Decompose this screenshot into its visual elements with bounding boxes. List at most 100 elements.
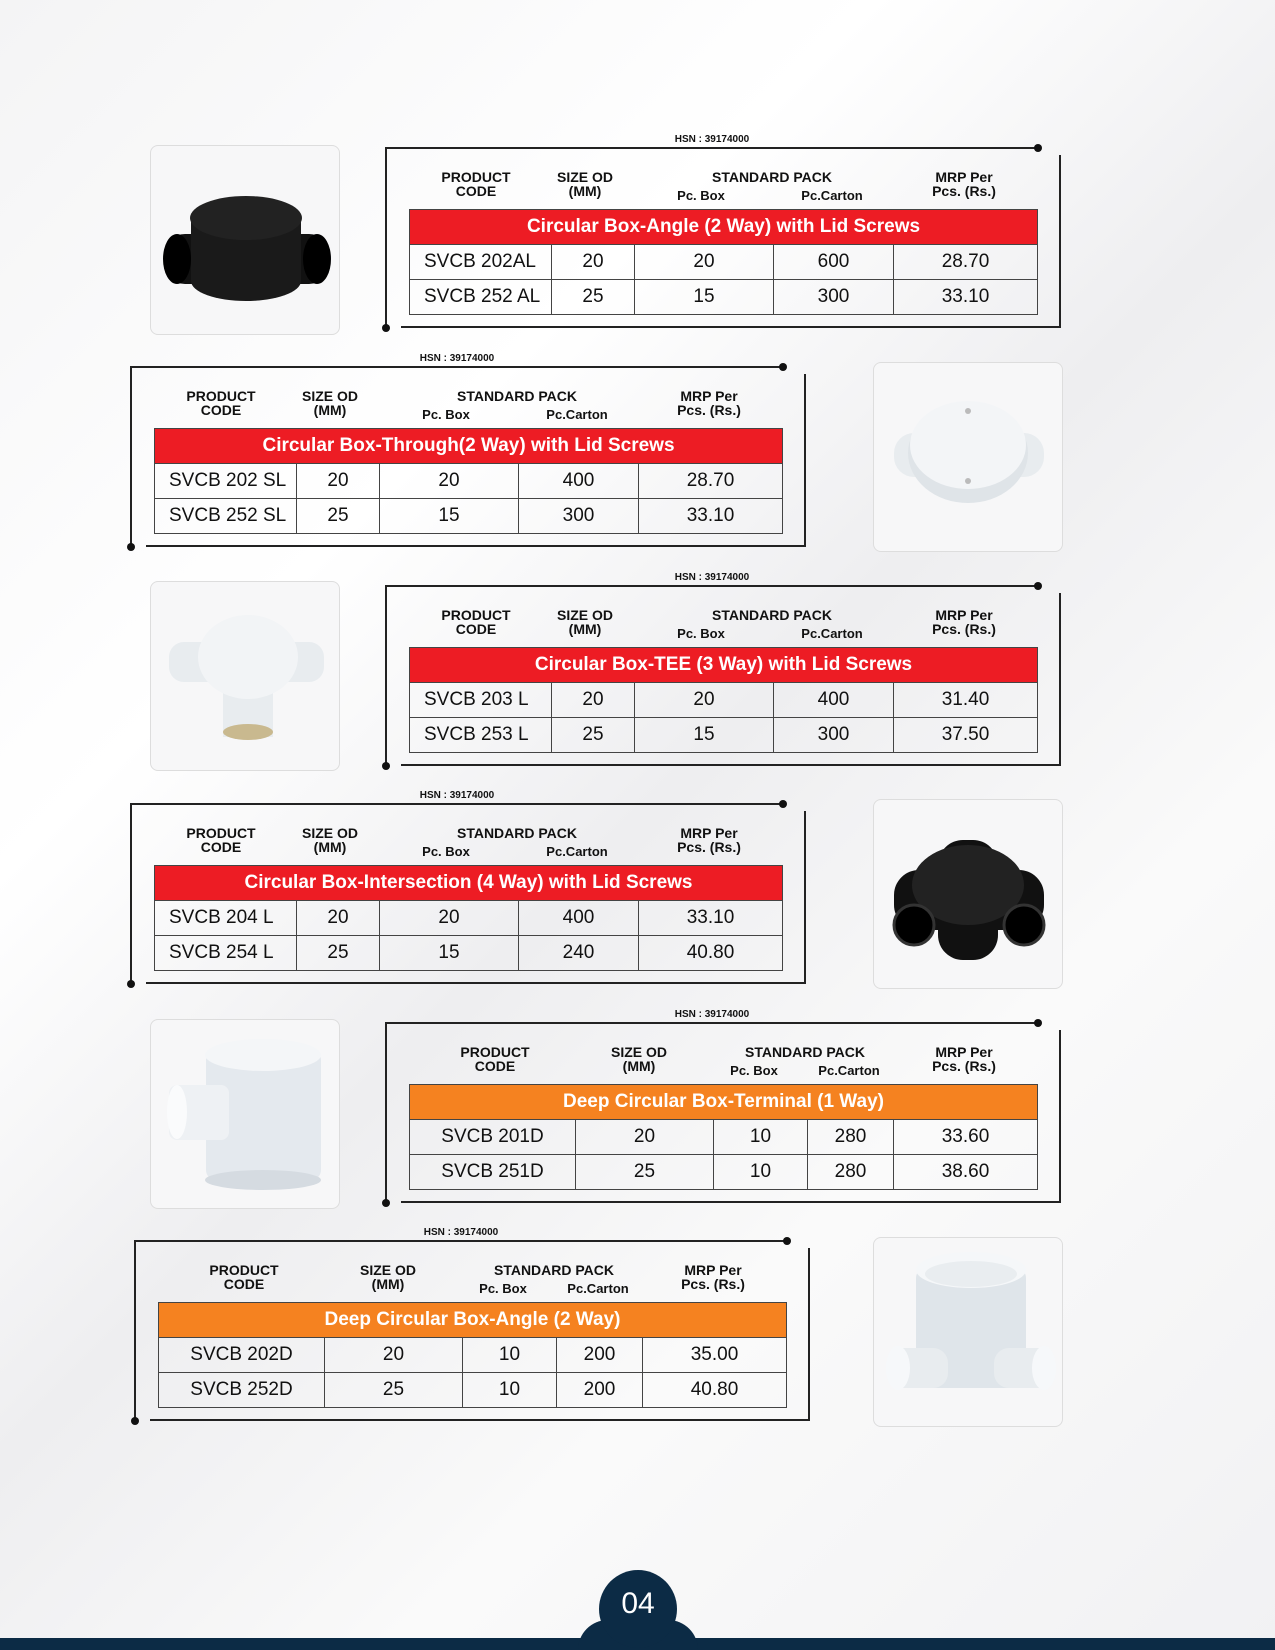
hsn-code: HSN : 39174000 [419,353,495,364]
table-cell: SVCB 252D [190,1379,293,1400]
hsn-code: HSN : 39174000 [674,134,750,145]
table-cell: 15 [634,718,773,752]
header-pc-box: Pc. Box [479,1281,527,1296]
frame-bottom-line [401,326,1061,328]
table-cell: 28.70 [638,464,782,498]
header-standard-pack-text: STANDARD PACK [711,169,833,185]
table-cell: 200 [556,1338,642,1372]
header-size-od-text: SIZE OD [610,1044,668,1060]
header-product-code-text: PRODUCT [441,607,511,623]
table-cell: 400 [518,464,638,498]
product-title-bar: Circular Box-Through(2 Way) with Lid Scr… [155,429,782,464]
table-cell: 37.50 [893,718,1037,752]
table-row: SVCB 252 AL 25 15 300 33.10 [410,279,1037,314]
header-pc-carton-text: Pc.Carton [567,1281,629,1296]
table-cell: 40.80 [638,936,782,970]
header-pc-box-text: Pc. Box [677,626,725,641]
header-size-od-text: (MM) [313,839,347,855]
product-title-bar: Deep Circular Box-Terminal (1 Way) [410,1085,1037,1120]
frame-right-line [1059,155,1061,327]
frame-left-line [134,1240,136,1421]
header-product-code-text: PRODUCT [441,169,511,185]
table-cell: 33.60 [893,1120,1037,1154]
frame-bottom-line [146,982,806,984]
header-standard-pack-text: STANDARD PACK [456,388,578,404]
product-table: Circular Box-Angle (2 Way) with Lid Scre… [409,209,1038,315]
product-image [873,799,1063,989]
product-image [150,145,340,335]
header-mrp-text: MRP Per [684,1262,742,1278]
table-cell: 280 [807,1155,893,1189]
table-cell: 25 [296,499,379,533]
product-title-bar: Circular Box-Angle (2 Way) with Lid Scre… [410,210,1037,245]
table-row: SVCB 202AL 20 20 600 28.70 [410,245,1037,279]
table-cell: 31.40 [893,683,1037,717]
hsn-code: HSN : 39174000 [419,790,495,801]
header-size-od-text: SIZE OD [359,1262,417,1278]
table-row: SVCB 254 L 25 15 240 40.80 [155,935,782,970]
product-table: Deep Circular Box-Terminal (1 Way) SVCB 2… [409,1084,1038,1190]
table-cell: SVCB 202D [190,1344,293,1365]
header-mrp: MRP Per Pcs. (Rs.) [932,1045,996,1073]
header-pc-box-text: Pc. Box [422,407,470,422]
header-pc-carton: Pc.Carton [818,1063,879,1078]
header-mrp-text: Pcs. (Rs.) [932,621,996,637]
header-pc-carton: Pc.Carton [801,188,862,203]
table-cell: 10 [713,1120,807,1154]
product-table: Circular Box-Through(2 Way) with Lid Scr… [154,428,783,534]
table-cell: 300 [773,718,893,752]
table-cell: 25 [551,718,634,752]
header-pc-box: Pc. Box [730,1063,778,1078]
header-pc-box-text: Pc. Box [422,844,470,859]
frame-dot [127,543,135,551]
header-product-code-text: PRODUCT [186,825,256,841]
table-cell: 15 [379,936,518,970]
table-row: SVCB 202D 20 10 200 35.00 [159,1338,786,1372]
frame-right-line [804,811,806,983]
hsn-code: HSN : 39174000 [423,1227,499,1238]
table-frame: HSN : 39174000 PRODUCT CODE SIZE OD (MM) STAN… [127,790,806,993]
table-frame: HSN : 39174000 PRODUCT CODE SIZE OD (MM) STAN… [131,1227,810,1430]
frame-left-line [130,803,132,984]
table-cell: SVCB 253 L [424,724,529,745]
header-size-od-text: (MM) [313,402,347,418]
header-mrp: MRP Per Pcs. (Rs.) [681,1263,745,1291]
frame-top-line [130,366,782,368]
table-cell: SVCB 251D [441,1161,544,1182]
table-cell: 15 [634,280,773,314]
header-size-od-text: SIZE OD [301,825,359,841]
table-cell: 20 [634,683,773,717]
table-cell: 10 [462,1373,556,1407]
frame-dot [779,363,787,371]
header-size-od: SIZE OD (MM) [557,608,613,636]
header-pc-carton-text: Pc.Carton [801,188,863,203]
header-standard-pack: STANDARD PACK [712,608,832,622]
header-product-code-text: CODE [200,402,242,418]
table-cell: 20 [379,464,518,498]
header-pc-box-text: Pc. Box [677,188,725,203]
header-pc-carton-text: Pc.Carton [818,1063,880,1078]
header-mrp-text: MRP Per [935,1044,993,1060]
header-mrp-text: Pcs. (Rs.) [677,402,741,418]
header-product-code-text: PRODUCT [209,1262,279,1278]
table-cell: 40.80 [642,1373,786,1407]
header-product-code-text: CODE [455,183,497,199]
frame-dot [783,1237,791,1245]
table-frame: HSN : 39174000 PRODUCT CODE SIZE OD (MM) STAN… [382,134,1061,337]
header-pc-carton: Pc.Carton [567,1281,628,1296]
header-product-code-text: CODE [474,1058,516,1074]
table-cell: 20 [551,683,634,717]
frame-top-line [130,803,782,805]
table-row: SVCB 251D 25 10 280 38.60 [410,1154,1037,1189]
header-mrp-text: Pcs. (Rs.) [932,1058,996,1074]
table-row: SVCB 202 SL 20 20 400 28.70 [155,464,782,498]
header-product-code: PRODUCT CODE [186,826,255,854]
table-cell: 25 [551,280,634,314]
header-standard-pack: STANDARD PACK [745,1045,865,1059]
header-standard-pack: STANDARD PACK [457,389,577,403]
product-title-bar: Circular Box-Intersection (4 Way) with L… [155,866,782,901]
header-mrp: MRP Per Pcs. (Rs.) [932,170,996,198]
header-size-od: SIZE OD (MM) [611,1045,667,1073]
table-cell: 15 [379,499,518,533]
header-product-code: PRODUCT CODE [186,389,255,417]
